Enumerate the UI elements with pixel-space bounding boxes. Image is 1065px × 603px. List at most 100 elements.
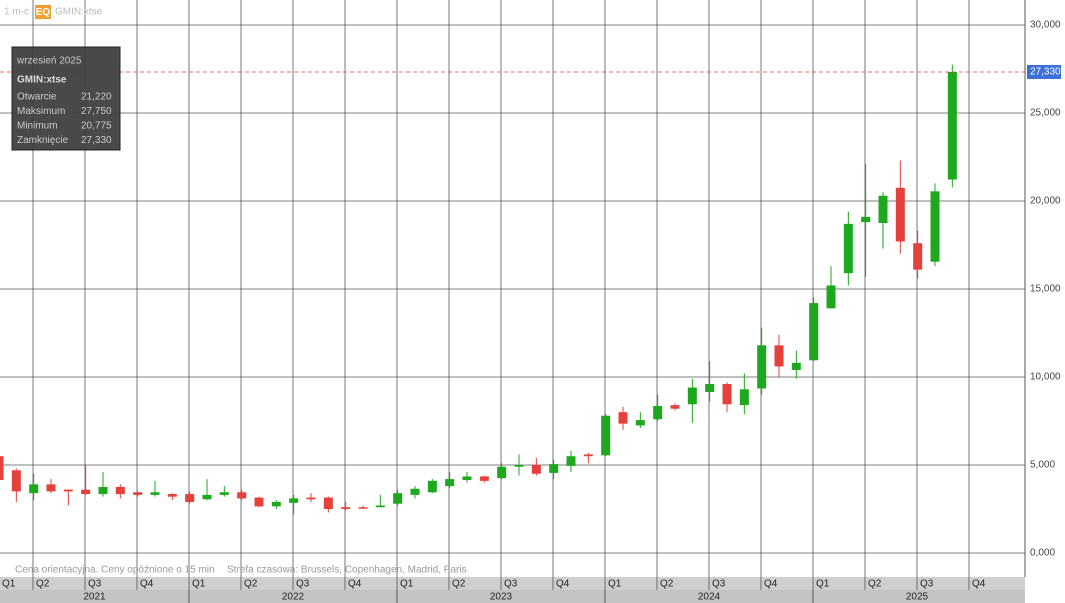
tooltip-title: wrzesień 2025: [16, 56, 82, 67]
y-tick-label: 25,000: [1030, 108, 1061, 119]
quarter-label: Q1: [192, 579, 206, 590]
year-label: 2022: [282, 592, 305, 603]
quarter-label: Q2: [868, 579, 882, 590]
candle-body: [739, 389, 749, 406]
tooltip-symbol: GMIN:xtse: [17, 75, 67, 86]
quarter-label: Q2: [452, 579, 466, 590]
candle-body: [583, 454, 593, 457]
candle-body: [462, 476, 472, 480]
tooltip-row-value: 27,330: [81, 135, 112, 146]
candle-body: [167, 494, 177, 497]
quarter-label: Q3: [504, 579, 518, 590]
candle-body: [861, 216, 871, 223]
quarter-label: Q1: [2, 579, 16, 590]
quarter-label: Q4: [140, 579, 154, 590]
quarter-label: Q1: [400, 579, 414, 590]
candle-body: [670, 405, 680, 409]
y-tick-label: 15,000: [1030, 284, 1061, 295]
candle-body: [237, 492, 247, 499]
quarter-label: Q2: [36, 579, 50, 590]
candle-body: [791, 362, 801, 370]
quarter-label: Q1: [816, 579, 830, 590]
quarter-label: Q3: [296, 579, 310, 590]
candle-body: [687, 387, 697, 405]
candle-body: [497, 466, 507, 479]
note: Strefa czasowa: Brussels, Copenhagen, Ma…: [227, 565, 467, 576]
tooltip-row-value: 20,775: [81, 121, 112, 132]
candle-body: [531, 464, 541, 474]
tooltip-row-value: 21,220: [81, 92, 112, 103]
quarter-label: Q3: [88, 579, 102, 590]
candle-body: [705, 384, 715, 392]
candle-body: [722, 384, 732, 405]
candle-body: [947, 71, 957, 180]
candle-body: [219, 492, 229, 495]
year-strip: [0, 590, 1025, 603]
quarter-label: Q4: [972, 579, 986, 590]
candle-body: [930, 191, 940, 262]
candle-body: [0, 456, 4, 480]
candle-body: [375, 505, 385, 508]
y-tick-label: 0,000: [1030, 548, 1055, 559]
y-tick-label: 5,000: [1030, 460, 1055, 471]
quarter-label: Q4: [556, 579, 570, 590]
quarter-label: Q3: [920, 579, 934, 590]
candle-body: [479, 476, 489, 481]
candle-body: [358, 507, 368, 509]
y-tick-label: 20,000: [1030, 196, 1061, 207]
candle-body: [843, 223, 853, 274]
candle-body: [81, 489, 91, 495]
quarter-label: Q2: [244, 579, 258, 590]
note: Cena orientacyjna. Ceny opóźnione o 15 m…: [15, 565, 215, 576]
year-label: 2024: [698, 592, 721, 603]
tooltip-row-label: Zamknięcie: [17, 135, 69, 146]
candle-body: [115, 486, 125, 495]
quarter-label: Q4: [764, 579, 778, 590]
candle-body: [601, 415, 611, 456]
candle-body: [757, 345, 767, 389]
year-label: 2021: [83, 592, 106, 603]
y-tick-label: 30,000: [1030, 20, 1061, 31]
year-label: 2023: [490, 592, 513, 603]
candle-body: [895, 187, 905, 242]
candle-body: [774, 345, 784, 367]
quarter-strip: [0, 577, 1025, 590]
candle-body: [427, 480, 437, 493]
candle-body: [133, 492, 143, 495]
symbol: GMIN:xtse: [55, 7, 103, 18]
candle-body: [410, 488, 420, 495]
candle-body: [913, 243, 923, 270]
candle-body: [514, 464, 524, 467]
candle-body: [323, 497, 333, 509]
candle-body: [878, 195, 888, 223]
candle-body: [445, 479, 455, 487]
tooltip-row-label: Minimum: [17, 121, 58, 132]
quarter-label: Q4: [348, 579, 362, 590]
candle-body: [393, 493, 403, 504]
candle-body: [306, 497, 316, 500]
candle-body: [653, 406, 663, 420]
candle-body: [150, 492, 160, 495]
badge-bg: [35, 5, 51, 19]
candle-body: [202, 494, 212, 500]
last-price-label: 27,330: [1030, 67, 1061, 78]
last-price-box: [1027, 64, 1061, 79]
candle-body: [289, 498, 299, 503]
candle-body: [29, 484, 39, 494]
badge: EQ: [36, 7, 51, 18]
candle-body: [46, 484, 56, 492]
tooltip-row-value: 27,750: [81, 106, 112, 117]
year-label: 2025: [906, 592, 929, 603]
candle-body: [826, 285, 836, 309]
interval: 1 m-c: [4, 7, 29, 18]
candle-body: [98, 486, 108, 495]
candle-body: [254, 497, 264, 507]
candle-body: [63, 489, 73, 492]
candle-body: [185, 494, 195, 502]
quarter-label: Q3: [712, 579, 726, 590]
candle-body: [635, 420, 645, 426]
candle-body: [618, 412, 628, 424]
tooltip: [11, 46, 121, 151]
